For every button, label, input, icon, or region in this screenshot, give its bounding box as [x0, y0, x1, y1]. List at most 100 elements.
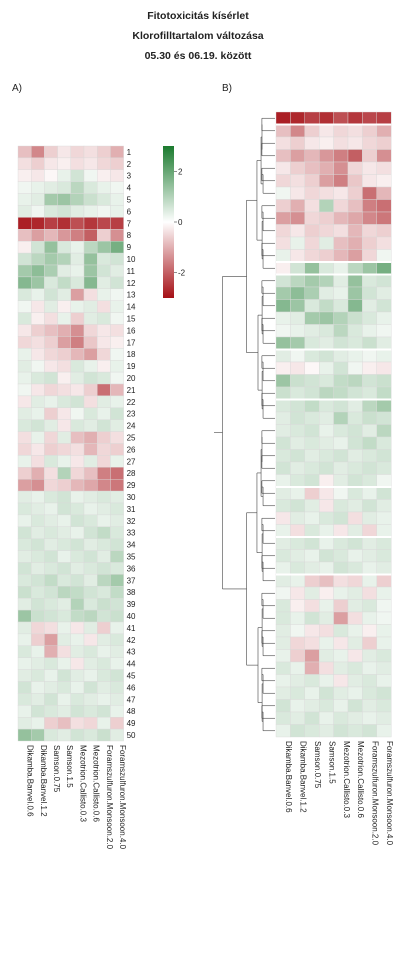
- heatmap-a-cell: [110, 574, 124, 587]
- heatmap-b-cell: [347, 549, 363, 563]
- heatmap-a-cell: [31, 621, 45, 635]
- heatmap-b-cell: [304, 486, 320, 500]
- heatmap-b-cell: [290, 674, 305, 688]
- heatmap-a-cell: [110, 157, 124, 170]
- figure-subtitle: Klorofilltartalom változása: [132, 30, 264, 42]
- heatmap-a-cell: [17, 586, 32, 599]
- heatmap-b-cell: [290, 374, 305, 388]
- heatmap-a-cell: [110, 467, 124, 480]
- heatmap-a-cell: [31, 490, 45, 504]
- heatmap-a-cell: [70, 657, 85, 670]
- heatmap-b-cell: [376, 699, 392, 713]
- heatmap-a-cell: [44, 431, 58, 444]
- heatmap-a-row-label: 50: [127, 731, 136, 740]
- heatmap-a-cell: [83, 443, 98, 456]
- heatmap-a-cell: [110, 728, 124, 742]
- heatmap-a-cell: [17, 609, 32, 623]
- heatmap-a-cell: [110, 586, 124, 599]
- heatmap-b-cell: [347, 161, 363, 175]
- heatmap-a-cell: [44, 693, 58, 706]
- heatmap-a-cell: [96, 193, 111, 206]
- heatmap-a-cell: [70, 360, 85, 373]
- heatmap-a-cell: [57, 574, 71, 587]
- heatmap-b-cell: [275, 411, 291, 425]
- heatmap-b-cell: [333, 199, 349, 213]
- heatmap-a-cell: [31, 657, 45, 670]
- heatmap-b-cell: [376, 599, 392, 613]
- color-legend: 2 0 -2: [163, 146, 186, 298]
- heatmap-a-cell: [44, 324, 58, 337]
- heatmap-a-cell: [31, 157, 45, 170]
- heatmap-a-cell: [17, 181, 32, 194]
- heatmap-a-cell: [110, 609, 124, 623]
- heatmap-a-cell: [70, 681, 85, 694]
- heatmap-a-cell: [70, 217, 85, 230]
- heatmap-a-row-label: 39: [127, 600, 136, 609]
- heatmap-a-cell: [17, 443, 32, 456]
- heatmap-a-cell: [57, 169, 71, 182]
- heatmap-a-cell: [70, 693, 85, 706]
- heatmap-a-cell: [96, 621, 111, 635]
- heatmap-a-row-label: 5: [127, 196, 132, 205]
- heatmap-b-cell: [275, 461, 291, 475]
- heatmap-a-row-label: 15: [127, 315, 136, 324]
- heatmap-a-cell: [96, 300, 111, 313]
- heatmap-b-cell: [376, 261, 392, 275]
- heatmap-b-cell: [319, 461, 334, 475]
- heatmap-b-cell: [362, 261, 377, 275]
- heatmap-b-cell: [362, 636, 377, 650]
- heatmap-a-cell: [17, 193, 32, 206]
- heatmap-a-cell: [31, 300, 45, 313]
- heatmap-b-cell: [304, 649, 320, 663]
- heatmap-b-cell: [319, 536, 334, 550]
- heatmap-a-cell: [57, 728, 71, 742]
- heatmap-a-cell: [44, 479, 58, 492]
- heatmap-b-cell: [304, 386, 320, 400]
- heatmap-b-cell: [347, 186, 363, 200]
- figure-date-range: 05.30 és 06.19. között: [144, 50, 252, 62]
- heatmap-a-cell: [110, 324, 124, 337]
- heatmap-b-cell: [362, 161, 377, 175]
- heatmap-b-cell: [304, 311, 320, 325]
- heatmap-a-cell: [44, 312, 58, 325]
- figure-title: Fitotoxicitás kísérlet: [147, 10, 249, 22]
- heatmap-a-cell: [83, 300, 98, 313]
- heatmap-a-row-label: 36: [127, 564, 136, 573]
- heatmap-b-cell: [347, 586, 363, 600]
- heatmap-a-cell: [96, 336, 111, 349]
- heatmap-b-cell: [290, 549, 305, 563]
- heatmap-b-cell: [304, 574, 320, 588]
- heatmap-b-cell: [362, 574, 377, 588]
- heatmap-b-cell: [333, 374, 349, 388]
- heatmap-b-cell: [333, 299, 349, 313]
- heatmap-b-cell: [347, 286, 363, 300]
- heatmap-a-cell: [44, 705, 58, 718]
- heatmap-a-cell: [31, 205, 45, 218]
- heatmap-b-cell: [347, 136, 363, 150]
- heatmap-b-cell: [362, 224, 377, 238]
- heatmap-a-cell: [44, 395, 58, 408]
- heatmap-b-cell: [304, 224, 320, 238]
- heatmap-a-cell: [83, 193, 98, 206]
- heatmap-b-cell: [333, 186, 349, 200]
- heatmap-a-cell: [44, 371, 58, 385]
- heatmap-a-cell: [70, 598, 85, 611]
- heatmap-b-cell: [319, 124, 334, 138]
- heatmap-a-cell: [44, 360, 58, 373]
- heatmap-b-cell: [275, 561, 291, 575]
- heatmap-b-cell: [275, 199, 291, 213]
- heatmap-b-cell: [275, 286, 291, 300]
- heatmap-a-cell: [70, 395, 85, 408]
- heatmap-a-cell: [17, 288, 32, 301]
- heatmap-b-cell: [290, 624, 305, 638]
- heatmap-a-cell: [57, 264, 71, 278]
- heatmap-a-cell: [110, 633, 124, 647]
- heatmap-a-row-label: 1: [127, 148, 132, 157]
- heatmap-b-cell: [347, 636, 363, 650]
- heatmap-b-cell: [362, 424, 377, 438]
- heatmap-b-cell: [275, 611, 291, 625]
- heatmap-a-cell: [57, 276, 71, 289]
- heatmap-a-cell: [110, 490, 124, 504]
- heatmap-a-cell: [57, 288, 71, 301]
- heatmap-b-cell: [290, 561, 305, 575]
